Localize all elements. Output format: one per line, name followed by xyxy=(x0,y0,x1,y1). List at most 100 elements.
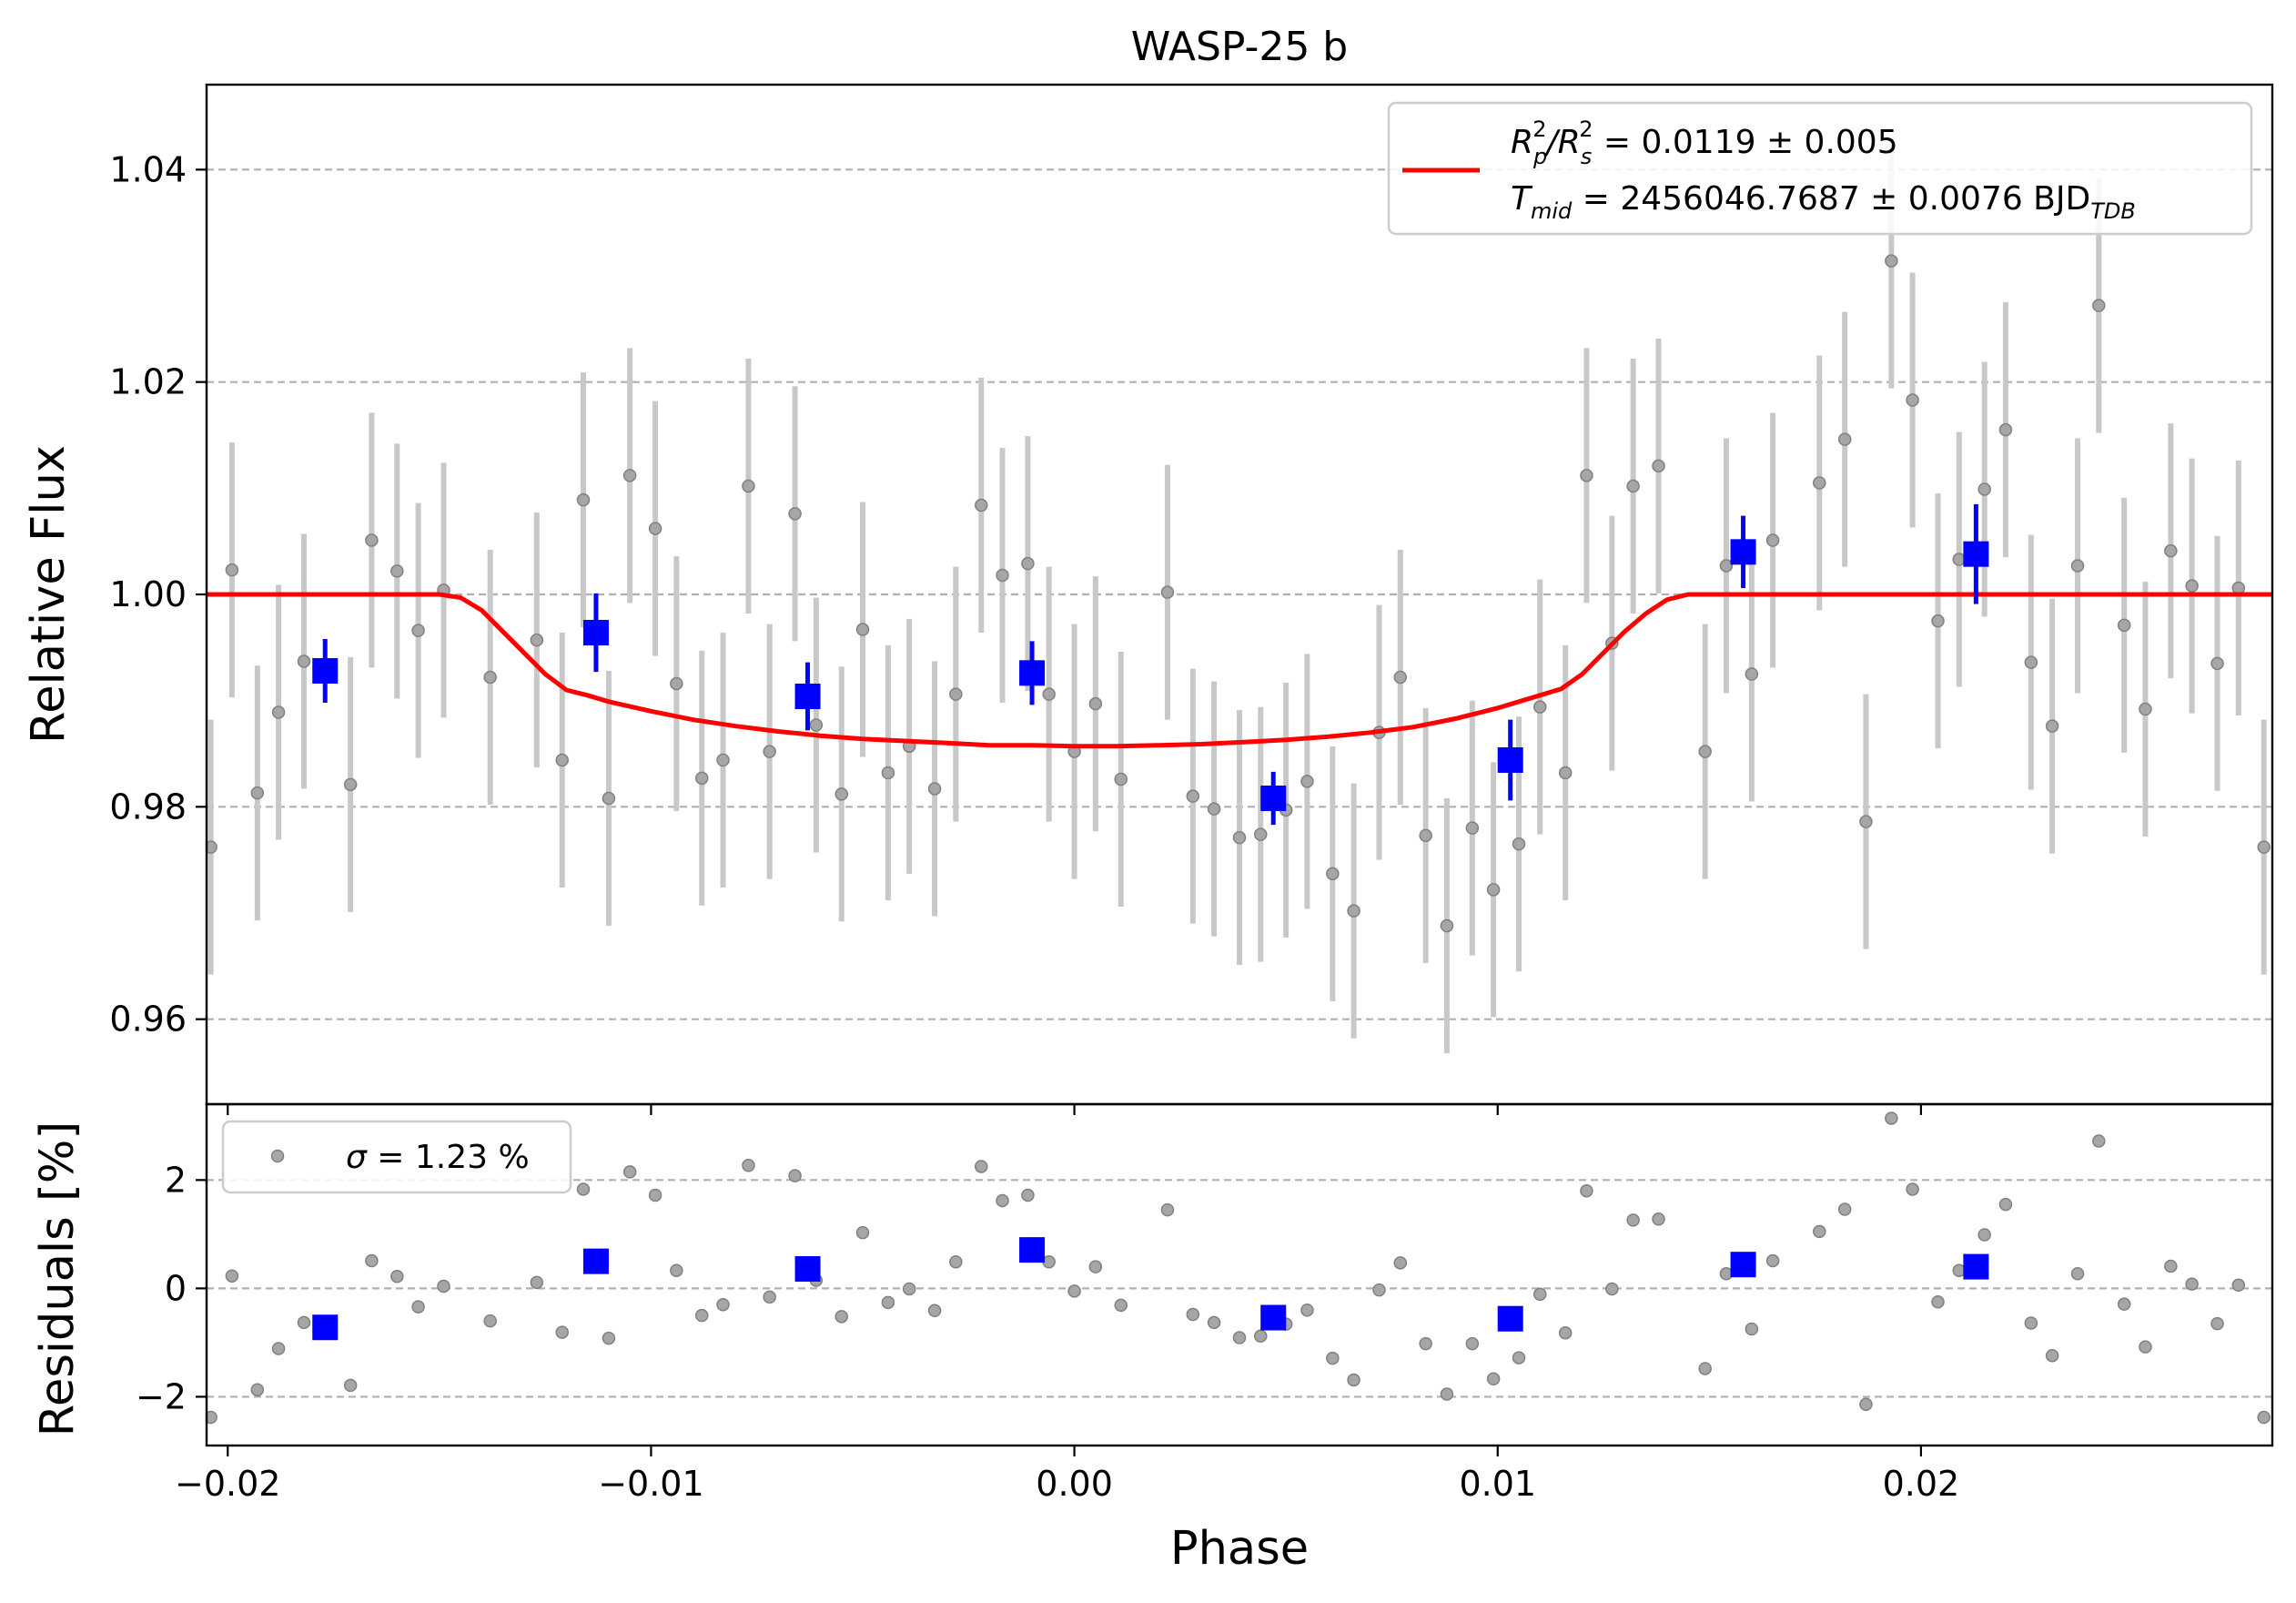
raw-data-point xyxy=(1088,696,1103,711)
raw-data-point xyxy=(716,753,730,767)
y-tick-label: 0.98 xyxy=(109,786,187,827)
binned-data-point xyxy=(1019,660,1046,686)
raw-data-point xyxy=(881,766,895,780)
raw-data-point xyxy=(1486,883,1501,897)
binned-residual-point xyxy=(312,1314,339,1341)
binned-data-point xyxy=(1260,786,1287,811)
y-tick-label: 2 xyxy=(165,1160,187,1200)
residual-point xyxy=(975,1160,988,1173)
x-tick-label: 0.00 xyxy=(1036,1464,1113,1504)
residual-point xyxy=(207,1410,217,1425)
residual-point xyxy=(996,1193,1009,1208)
raw-data-point xyxy=(1977,482,1991,496)
residual-point xyxy=(1533,1287,1547,1302)
y-tick-label: 1.00 xyxy=(109,574,187,614)
residual-point xyxy=(365,1253,379,1268)
raw-data-point xyxy=(365,533,379,547)
residual-point xyxy=(1186,1307,1200,1322)
raw-data-series xyxy=(207,133,2271,1053)
residual-point xyxy=(1021,1188,1035,1202)
raw-data-point xyxy=(2024,655,2038,669)
residual-point xyxy=(343,1378,358,1393)
residual-point xyxy=(1998,1197,2013,1212)
residual-point xyxy=(2257,1410,2271,1425)
residual-point xyxy=(1605,1282,1619,1296)
residual-point xyxy=(576,1182,591,1196)
residual-point xyxy=(1440,1387,1454,1401)
y-tick-label: −2 xyxy=(136,1376,187,1416)
residual-point xyxy=(1067,1284,1081,1298)
raw-data-point xyxy=(788,507,802,521)
raw-data-point xyxy=(1465,821,1480,835)
residual-point xyxy=(902,1282,916,1296)
bottom-y-axis-ticks: −2 0 2 xyxy=(136,1160,207,1416)
binned-residual-point xyxy=(582,1248,609,1274)
residual-point xyxy=(437,1279,450,1294)
residual-point xyxy=(2070,1267,2085,1281)
residual-point xyxy=(1207,1315,1221,1330)
x-tick-label: 0.02 xyxy=(1883,1464,1960,1504)
fit-legend-box xyxy=(1387,101,2253,236)
residual-point xyxy=(1952,1263,1967,1277)
top-gridlines xyxy=(207,168,2272,1020)
binned-residual-series xyxy=(312,1237,1989,1341)
x-tick-label: −0.01 xyxy=(598,1464,703,1504)
y-tick-label: 1.02 xyxy=(109,362,187,402)
residual-point xyxy=(1486,1372,1501,1386)
raw-data-point xyxy=(1719,559,1734,573)
residual-point xyxy=(483,1314,497,1328)
binned-data-point xyxy=(794,684,821,709)
raw-data-point xyxy=(1300,775,1314,788)
residual-point xyxy=(1042,1254,1056,1269)
raw-data-point xyxy=(670,676,683,691)
residual-point xyxy=(716,1297,730,1312)
raw-data-point xyxy=(809,718,824,732)
light-curve-panel: WASP-25 b 0.96 0.98 1.00 1.02 1.04 Relative … xyxy=(22,24,2274,1115)
residual-point xyxy=(1114,1298,1128,1313)
residual-point xyxy=(1698,1362,1712,1375)
residual-point xyxy=(1419,1336,1432,1351)
x-axis-ticks: −0.02 −0.01 0.00 0.01 0.02 xyxy=(175,1446,1959,1504)
residual-point xyxy=(1512,1351,1526,1365)
residual-point xyxy=(2210,1316,2224,1331)
raw-data-point xyxy=(2045,719,2059,733)
residual-point xyxy=(1837,1202,1852,1216)
raw-data-point xyxy=(1393,670,1408,685)
raw-data-point xyxy=(343,777,358,792)
binned-data-point xyxy=(582,620,609,645)
raw-data-point xyxy=(1998,422,2013,437)
residual-point xyxy=(271,1342,286,1355)
raw-data-point xyxy=(530,633,544,647)
raw-data-point xyxy=(2092,299,2106,312)
top-y-axis-ticks: 0.96 0.98 1.00 1.02 1.04 xyxy=(109,149,1923,1115)
raw-data-point xyxy=(2117,618,2131,633)
residual-point xyxy=(1765,1253,1780,1268)
raw-data-point xyxy=(622,469,637,482)
residual-point xyxy=(1393,1256,1408,1270)
raw-data-point xyxy=(927,782,942,796)
bottom-gridlines xyxy=(207,1179,2272,1398)
raw-data-point xyxy=(207,840,217,854)
residual-point xyxy=(225,1269,239,1283)
chart-title: WASP-25 b xyxy=(1131,24,1348,70)
raw-data-point xyxy=(1021,556,1035,571)
residual-point xyxy=(1465,1336,1480,1351)
residual-point xyxy=(1813,1224,1826,1239)
raw-data-point xyxy=(411,624,425,637)
binned-residual-point xyxy=(794,1255,821,1282)
binned-residual-point xyxy=(1260,1304,1287,1331)
residual-point xyxy=(1931,1295,1945,1309)
residual-point xyxy=(297,1315,311,1330)
y-axis-label-residuals: Residuals [%] xyxy=(31,1121,85,1436)
residuals-panel: −2 0 2 −0.02 −0.01 0.00 0.01 0.02 Residuals [%… xyxy=(31,1102,2274,1576)
raw-data-point xyxy=(1419,828,1432,843)
residual-data-series xyxy=(207,1111,2271,1425)
residual-point xyxy=(1977,1228,1991,1242)
residual-point xyxy=(1160,1202,1175,1217)
raw-data-point xyxy=(2164,543,2178,558)
raw-data-point xyxy=(555,753,569,767)
y-tick-label: 0 xyxy=(165,1268,187,1308)
raw-data-point xyxy=(1859,815,1873,828)
raw-data-point xyxy=(1837,432,1852,446)
